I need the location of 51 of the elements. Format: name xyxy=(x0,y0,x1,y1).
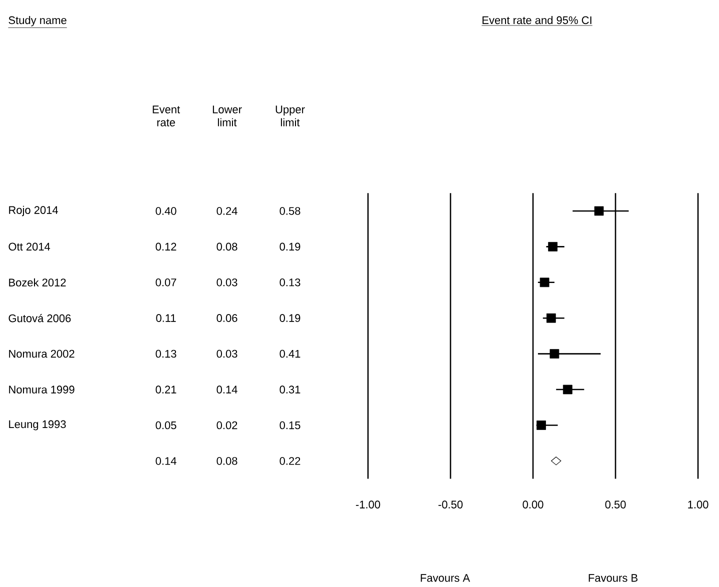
chart-title: Event rate and 95% CI xyxy=(482,16,592,24)
text: 0.07 xyxy=(156,278,176,286)
point xyxy=(551,456,562,466)
category-label: Nomura 2002 xyxy=(9,350,74,358)
text: 0.05 xyxy=(156,421,176,430)
point xyxy=(540,278,550,288)
x-tick-label: 1.00 xyxy=(688,500,708,508)
text: 0.13 xyxy=(280,278,300,286)
text: 0.41 xyxy=(280,350,300,358)
x-tick-label: -0.50 xyxy=(438,500,463,508)
text: 0.21 xyxy=(156,386,176,394)
category-label: Leung 1993 xyxy=(9,420,66,430)
text: 0.22 xyxy=(280,457,300,465)
text: 0.24 xyxy=(216,207,238,215)
text: 0.06 xyxy=(216,314,238,322)
point xyxy=(548,242,558,252)
text: Favours A xyxy=(420,574,470,582)
text: 0.08 xyxy=(216,457,238,465)
text: 0.02 xyxy=(216,421,238,430)
category-label: Ott 2014 xyxy=(8,242,50,251)
x-tick-label: 0.50 xyxy=(605,500,626,508)
text: 0.14 xyxy=(216,386,238,394)
text: 0.12 xyxy=(156,242,176,251)
text: 0.58 xyxy=(280,207,300,215)
text: 0.15 xyxy=(280,421,300,430)
text: 0.40 xyxy=(156,207,176,215)
category-label: Nomura 1999 xyxy=(9,386,74,394)
x-tick-label: -1.00 xyxy=(356,500,380,508)
text: 0.31 xyxy=(280,386,300,394)
category-label: Gutová 2006 xyxy=(8,314,71,322)
point xyxy=(562,384,572,394)
x-tick-label: 0.00 xyxy=(522,500,544,508)
point xyxy=(550,349,560,358)
text: Study name xyxy=(8,16,66,26)
text: 0.11 xyxy=(156,314,176,322)
text: 0.14 xyxy=(156,457,176,465)
text: 0.19 xyxy=(280,314,300,322)
text: 0.03 xyxy=(216,278,238,286)
text: 0.13 xyxy=(156,350,176,358)
text: Upper limit xyxy=(276,106,305,126)
text: Favours B xyxy=(588,574,638,582)
text: Lower limit xyxy=(212,106,242,126)
text: 0.03 xyxy=(216,350,238,358)
text: 0.08 xyxy=(216,242,238,251)
point xyxy=(546,313,556,323)
point xyxy=(594,206,604,216)
text: 0.19 xyxy=(280,242,300,251)
category-label: Bozek 2012 xyxy=(9,278,66,286)
text: Event rate xyxy=(152,106,180,126)
point xyxy=(536,420,546,430)
category-label: Rojo 2014 xyxy=(9,206,58,216)
